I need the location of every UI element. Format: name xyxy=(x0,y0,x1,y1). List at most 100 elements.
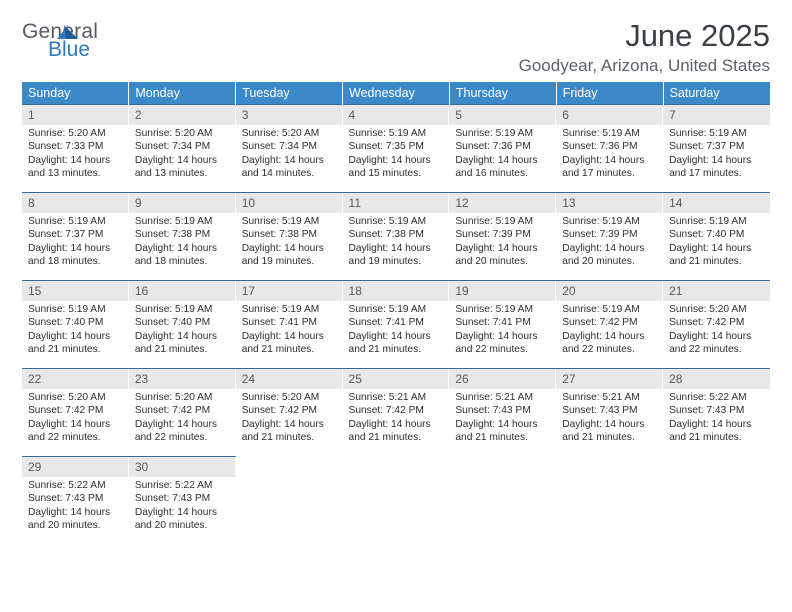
daylight-line: Daylight: 14 hours and 17 minutes. xyxy=(669,154,764,181)
day-number: 23 xyxy=(129,369,236,389)
day-number: 11 xyxy=(343,193,450,213)
sunrise-line: Sunrise: 5:20 AM xyxy=(242,127,337,140)
calendar-cell: 17Sunrise: 5:19 AMSunset: 7:41 PMDayligh… xyxy=(236,281,343,369)
calendar-cell: 8Sunrise: 5:19 AMSunset: 7:37 PMDaylight… xyxy=(22,193,129,281)
sunrise-line: Sunrise: 5:19 AM xyxy=(349,127,444,140)
daylight-line: Daylight: 14 hours and 17 minutes. xyxy=(562,154,657,181)
weekday-header: Thursday xyxy=(449,82,556,105)
weekday-header: Saturday xyxy=(663,82,770,105)
calendar-cell xyxy=(343,457,450,545)
day-number: 7 xyxy=(663,105,770,125)
sunrise-line: Sunrise: 5:19 AM xyxy=(349,303,444,316)
weekday-header: Wednesday xyxy=(343,82,450,105)
day-number: 20 xyxy=(556,281,663,301)
daylight-line: Daylight: 14 hours and 18 minutes. xyxy=(135,242,230,269)
sunset-line: Sunset: 7:40 PM xyxy=(669,228,764,241)
daylight-line: Daylight: 14 hours and 21 minutes. xyxy=(562,418,657,445)
calendar-cell: 28Sunrise: 5:22 AMSunset: 7:43 PMDayligh… xyxy=(663,369,770,457)
sunset-line: Sunset: 7:39 PM xyxy=(455,228,550,241)
weekday-header: Sunday xyxy=(22,82,129,105)
sunrise-line: Sunrise: 5:21 AM xyxy=(562,391,657,404)
day-number: 14 xyxy=(663,193,770,213)
daylight-line: Daylight: 14 hours and 16 minutes. xyxy=(455,154,550,181)
daylight-line: Daylight: 14 hours and 19 minutes. xyxy=(242,242,337,269)
sunset-line: Sunset: 7:38 PM xyxy=(242,228,337,241)
sunset-line: Sunset: 7:42 PM xyxy=(135,404,230,417)
daylight-line: Daylight: 14 hours and 19 minutes. xyxy=(349,242,444,269)
day-details: Sunrise: 5:19 AMSunset: 7:41 PMDaylight:… xyxy=(449,301,556,361)
sunrise-line: Sunrise: 5:19 AM xyxy=(28,303,123,316)
calendar-cell: 4Sunrise: 5:19 AMSunset: 7:35 PMDaylight… xyxy=(343,105,450,193)
calendar-cell: 24Sunrise: 5:20 AMSunset: 7:42 PMDayligh… xyxy=(236,369,343,457)
weekday-header: Tuesday xyxy=(236,82,343,105)
calendar-cell: 21Sunrise: 5:20 AMSunset: 7:42 PMDayligh… xyxy=(663,281,770,369)
calendar-cell: 11Sunrise: 5:19 AMSunset: 7:38 PMDayligh… xyxy=(343,193,450,281)
sunrise-line: Sunrise: 5:19 AM xyxy=(562,215,657,228)
daylight-line: Daylight: 14 hours and 21 minutes. xyxy=(135,330,230,357)
weekday-header: Friday xyxy=(556,82,663,105)
day-details: Sunrise: 5:19 AMSunset: 7:40 PMDaylight:… xyxy=(22,301,129,361)
day-number: 19 xyxy=(449,281,556,301)
calendar-row: 15Sunrise: 5:19 AMSunset: 7:40 PMDayligh… xyxy=(22,281,770,369)
calendar-row: 8Sunrise: 5:19 AMSunset: 7:37 PMDaylight… xyxy=(22,193,770,281)
sunset-line: Sunset: 7:34 PM xyxy=(135,140,230,153)
calendar-cell: 25Sunrise: 5:21 AMSunset: 7:42 PMDayligh… xyxy=(343,369,450,457)
day-details: Sunrise: 5:19 AMSunset: 7:40 PMDaylight:… xyxy=(663,213,770,273)
day-number: 18 xyxy=(343,281,450,301)
calendar-row: 22Sunrise: 5:20 AMSunset: 7:42 PMDayligh… xyxy=(22,369,770,457)
sunset-line: Sunset: 7:35 PM xyxy=(349,140,444,153)
day-details: Sunrise: 5:20 AMSunset: 7:42 PMDaylight:… xyxy=(129,389,236,449)
day-details: Sunrise: 5:20 AMSunset: 7:34 PMDaylight:… xyxy=(236,125,343,185)
day-details: Sunrise: 5:20 AMSunset: 7:42 PMDaylight:… xyxy=(22,389,129,449)
calendar-cell: 3Sunrise: 5:20 AMSunset: 7:34 PMDaylight… xyxy=(236,105,343,193)
brand-logo: General Blue xyxy=(22,18,77,60)
day-details: Sunrise: 5:19 AMSunset: 7:37 PMDaylight:… xyxy=(663,125,770,185)
sunrise-line: Sunrise: 5:20 AM xyxy=(135,127,230,140)
day-details: Sunrise: 5:19 AMSunset: 7:42 PMDaylight:… xyxy=(556,301,663,361)
day-details: Sunrise: 5:19 AMSunset: 7:39 PMDaylight:… xyxy=(556,213,663,273)
calendar-cell: 19Sunrise: 5:19 AMSunset: 7:41 PMDayligh… xyxy=(449,281,556,369)
sunset-line: Sunset: 7:41 PM xyxy=(349,316,444,329)
sunset-line: Sunset: 7:38 PM xyxy=(349,228,444,241)
sunrise-line: Sunrise: 5:20 AM xyxy=(28,127,123,140)
daylight-line: Daylight: 14 hours and 21 minutes. xyxy=(28,330,123,357)
day-details: Sunrise: 5:20 AMSunset: 7:34 PMDaylight:… xyxy=(129,125,236,185)
sunset-line: Sunset: 7:40 PM xyxy=(135,316,230,329)
day-details: Sunrise: 5:22 AMSunset: 7:43 PMDaylight:… xyxy=(129,477,236,537)
sunset-line: Sunset: 7:36 PM xyxy=(455,140,550,153)
calendar-cell xyxy=(449,457,556,545)
sunset-line: Sunset: 7:36 PM xyxy=(562,140,657,153)
sunset-line: Sunset: 7:33 PM xyxy=(28,140,123,153)
daylight-line: Daylight: 14 hours and 18 minutes. xyxy=(28,242,123,269)
location-subtitle: Goodyear, Arizona, United States xyxy=(519,56,770,76)
title-block: June 2025 Goodyear, Arizona, United Stat… xyxy=(519,18,770,76)
sunset-line: Sunset: 7:43 PM xyxy=(28,492,123,505)
calendar-cell: 12Sunrise: 5:19 AMSunset: 7:39 PMDayligh… xyxy=(449,193,556,281)
sunset-line: Sunset: 7:43 PM xyxy=(562,404,657,417)
calendar-cell: 20Sunrise: 5:19 AMSunset: 7:42 PMDayligh… xyxy=(556,281,663,369)
daylight-line: Daylight: 14 hours and 21 minutes. xyxy=(242,418,337,445)
daylight-line: Daylight: 14 hours and 21 minutes. xyxy=(669,242,764,269)
sunrise-line: Sunrise: 5:19 AM xyxy=(135,303,230,316)
day-number: 10 xyxy=(236,193,343,213)
weekday-header-row: Sunday Monday Tuesday Wednesday Thursday… xyxy=(22,82,770,105)
day-number: 9 xyxy=(129,193,236,213)
sunset-line: Sunset: 7:42 PM xyxy=(28,404,123,417)
daylight-line: Daylight: 14 hours and 13 minutes. xyxy=(135,154,230,181)
day-number: 24 xyxy=(236,369,343,389)
calendar-cell: 15Sunrise: 5:19 AMSunset: 7:40 PMDayligh… xyxy=(22,281,129,369)
sunset-line: Sunset: 7:43 PM xyxy=(135,492,230,505)
calendar-cell: 26Sunrise: 5:21 AMSunset: 7:43 PMDayligh… xyxy=(449,369,556,457)
weekday-header: Monday xyxy=(129,82,236,105)
sunrise-line: Sunrise: 5:21 AM xyxy=(455,391,550,404)
calendar-cell: 9Sunrise: 5:19 AMSunset: 7:38 PMDaylight… xyxy=(129,193,236,281)
daylight-line: Daylight: 14 hours and 22 minutes. xyxy=(669,330,764,357)
calendar-cell: 13Sunrise: 5:19 AMSunset: 7:39 PMDayligh… xyxy=(556,193,663,281)
calendar-cell: 6Sunrise: 5:19 AMSunset: 7:36 PMDaylight… xyxy=(556,105,663,193)
day-details: Sunrise: 5:19 AMSunset: 7:40 PMDaylight:… xyxy=(129,301,236,361)
sunset-line: Sunset: 7:41 PM xyxy=(455,316,550,329)
daylight-line: Daylight: 14 hours and 20 minutes. xyxy=(455,242,550,269)
day-details: Sunrise: 5:19 AMSunset: 7:38 PMDaylight:… xyxy=(236,213,343,273)
calendar-page: General Blue June 2025 Goodyear, Arizona… xyxy=(0,0,792,545)
sunrise-line: Sunrise: 5:19 AM xyxy=(455,127,550,140)
